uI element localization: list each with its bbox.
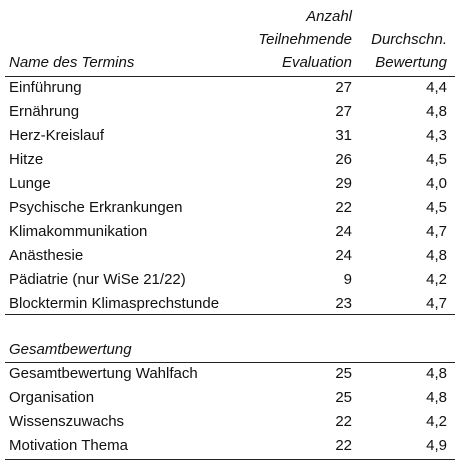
row-rating: 4,2 <box>426 271 447 288</box>
row-count: 24 <box>335 223 352 240</box>
header-name: Name des Termins <box>9 54 135 71</box>
row-name: Ernährung <box>9 103 80 120</box>
header-count: Evaluation <box>281 54 352 71</box>
row-count: 31 <box>335 127 352 144</box>
section-title: Gesamtbewertung <box>9 341 132 358</box>
row-name: Hitze <box>9 151 44 168</box>
section-rule <box>5 362 455 363</box>
row-count: 25 <box>335 389 352 406</box>
header-count: Teilnehmende <box>258 31 352 48</box>
row-name: Psychische Erkrankungen <box>9 199 183 216</box>
row-count: 26 <box>335 151 352 168</box>
row-count: 23 <box>335 295 352 312</box>
row-rating: 4,0 <box>426 175 447 192</box>
header-rule <box>5 76 455 77</box>
row-name: Motivation Thema <box>9 437 128 454</box>
row-name: Wissenszuwachs <box>9 413 125 430</box>
header-rating: Bewertung <box>375 54 447 71</box>
row-count: 25 <box>335 365 352 382</box>
row-rating: 4,7 <box>426 295 447 312</box>
row-rating: 4,8 <box>426 389 447 406</box>
row-count: 29 <box>335 175 352 192</box>
header-count: Anzahl <box>306 8 352 25</box>
row-name: Einführung <box>9 79 82 96</box>
row-rating: 4,8 <box>426 247 447 264</box>
row-rating: 4,4 <box>426 79 447 96</box>
row-name: Gesamtbewertung Wahlfach <box>9 365 198 382</box>
row-name: Organisation <box>9 389 95 406</box>
row-name: Lunge <box>9 175 51 192</box>
row-rating: 4,8 <box>426 103 447 120</box>
row-count: 22 <box>335 437 352 454</box>
row-count: 9 <box>343 271 352 288</box>
header-rating: Durchschn. <box>371 31 447 48</box>
row-name: Blocktermin Klimasprechstunde <box>9 295 220 312</box>
row-name: Klimakommunikation <box>9 223 148 240</box>
row-name: Herz-Kreislauf <box>9 127 105 144</box>
row-rating: 4,5 <box>426 199 447 216</box>
row-name: Pädiatrie (nur WiSe 21/22) <box>9 271 186 288</box>
row-count: 22 <box>335 199 352 216</box>
row-rating: 4,7 <box>426 223 447 240</box>
row-count: 22 <box>335 413 352 430</box>
row-rating: 4,3 <box>426 127 447 144</box>
bottom-rule <box>5 459 455 460</box>
row-count: 27 <box>335 103 352 120</box>
row-name: Anästhesie <box>9 247 84 264</box>
row-count: 24 <box>335 247 352 264</box>
row-rating: 4,8 <box>426 365 447 382</box>
row-count: 27 <box>335 79 352 96</box>
row-rating: 4,9 <box>426 437 447 454</box>
row-rating: 4,2 <box>426 413 447 430</box>
table-rule <box>5 314 455 315</box>
row-rating: 4,5 <box>426 151 447 168</box>
